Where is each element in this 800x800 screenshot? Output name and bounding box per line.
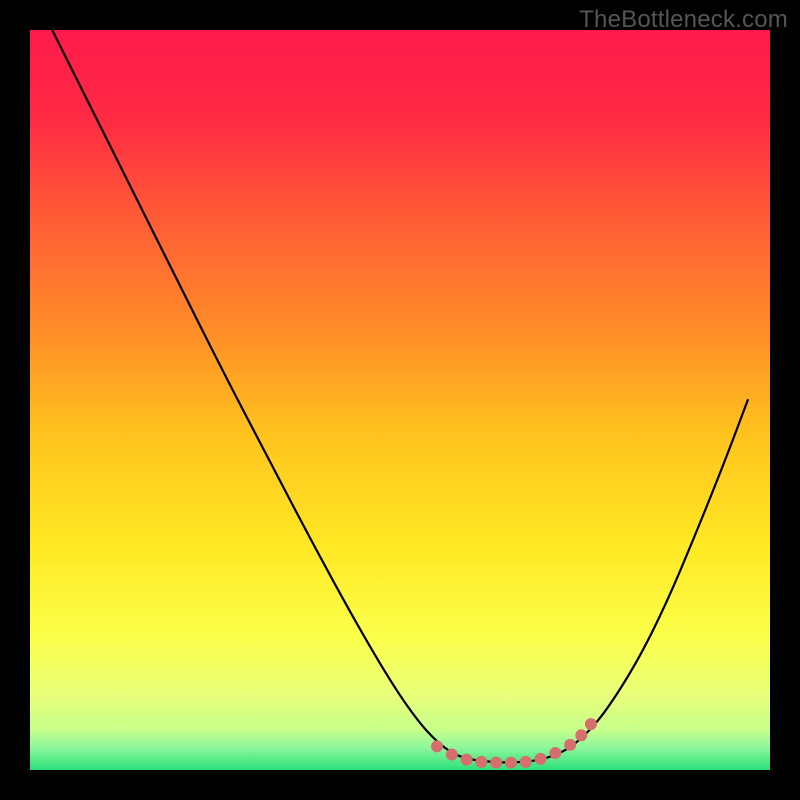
canvas: TheBottleneck.com <box>0 0 800 800</box>
highlight-dot <box>564 739 576 751</box>
highlight-dot <box>461 754 473 766</box>
plot-area <box>30 30 770 770</box>
highlight-dot <box>535 753 547 765</box>
highlight-dot <box>446 748 458 760</box>
plot-svg <box>30 30 770 770</box>
highlight-dot <box>490 757 502 769</box>
highlight-dot <box>505 757 517 769</box>
highlight-dot <box>520 756 532 768</box>
highlight-dot <box>549 747 561 759</box>
highlight-dot <box>585 718 597 730</box>
highlight-dot <box>431 740 443 752</box>
highlight-dot <box>475 756 487 768</box>
highlight-dot <box>575 729 587 741</box>
highlight-dots-group <box>431 718 597 768</box>
bottleneck-curve <box>52 30 748 762</box>
